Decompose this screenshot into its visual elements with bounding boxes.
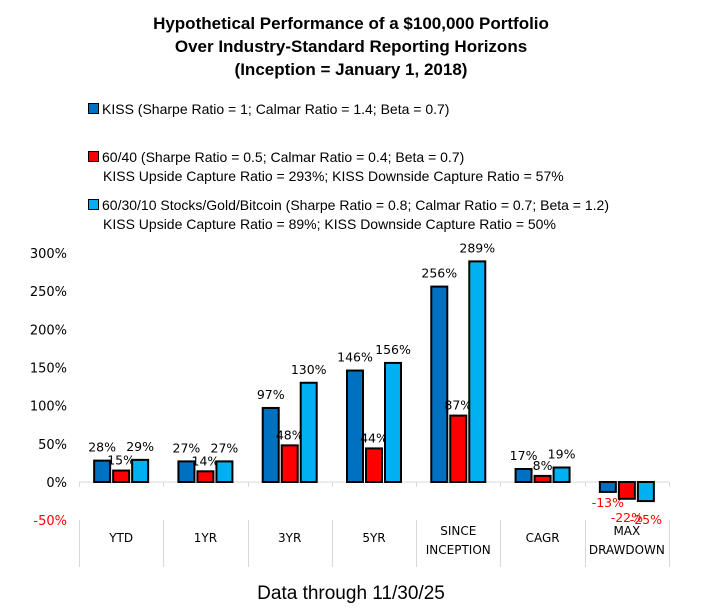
chart-title-line-2: Over Industry-Standard Reporting Horizon… xyxy=(174,37,528,56)
data-label: 146% xyxy=(337,350,373,365)
bar-60-40 xyxy=(365,447,383,483)
bar-60-40 xyxy=(449,414,468,483)
legend-swatch-60-30-10 xyxy=(88,199,99,210)
data-label: 256% xyxy=(421,266,457,281)
bar-60-30-10-stocks-gold-bitcoin xyxy=(299,381,318,483)
data-label: 27% xyxy=(173,440,201,455)
category-label: CAGR xyxy=(526,531,560,545)
bar-kiss xyxy=(346,369,364,484)
category-label: 3YR xyxy=(278,531,301,545)
data-label: 19% xyxy=(548,446,576,461)
legend-item-kiss: KISS (Sharpe Ratio = 1; Calmar Ratio = 1… xyxy=(88,100,449,119)
data-label: 289% xyxy=(459,240,495,255)
bar-60-30-10-stocks-gold-bitcoin xyxy=(468,260,487,483)
category-label: INCEPTION xyxy=(426,543,491,557)
chart-title: Hypothetical Performance of a $100,000 P… xyxy=(0,12,702,81)
data-label: 156% xyxy=(375,342,411,357)
legend-sublabel-60-30-10: KISS Upside Capture Ratio = 89%; KISS Do… xyxy=(103,216,556,232)
bar-kiss xyxy=(93,459,112,484)
y-tick-label: 150% xyxy=(30,362,67,377)
bar-60-40 xyxy=(280,444,299,483)
bar-kiss xyxy=(514,468,533,484)
data-label: 97% xyxy=(257,387,285,402)
data-label: 27% xyxy=(211,440,239,455)
chart-title-line-1: Hypothetical Performance of a $100,000 P… xyxy=(153,14,549,33)
bar-60-40 xyxy=(112,469,131,483)
data-label: -13% xyxy=(592,495,624,510)
bar-60-40 xyxy=(533,474,552,484)
legend-item-60-40: 60/40 (Sharpe Ratio = 0.5; Calmar Ratio … xyxy=(88,148,564,186)
bar-60-40 xyxy=(617,481,636,500)
data-label: 130% xyxy=(291,362,327,377)
legend-sublabel-60-40: KISS Upside Capture Ratio = 293%; KISS D… xyxy=(103,168,564,184)
data-label: 44% xyxy=(360,430,388,445)
data-label: 29% xyxy=(126,439,154,454)
bar-60-40 xyxy=(196,470,215,483)
legend-label-60-30-10: 60/30/10 Stocks/Gold/Bitcoin (Sharpe Rat… xyxy=(102,197,610,213)
bar-kiss xyxy=(430,285,449,483)
data-label: -22% xyxy=(611,510,643,525)
bar-60-30-10-stocks-gold-bitcoin xyxy=(552,466,571,484)
bar-kiss xyxy=(261,406,280,483)
legend-swatch-60-40 xyxy=(88,151,99,162)
footnote: Data through 11/30/25 xyxy=(257,583,445,604)
category-label: SINCE xyxy=(440,524,476,538)
bar-60-30-10-stocks-gold-bitcoin xyxy=(131,458,150,484)
category-label: 5YR xyxy=(362,531,385,545)
category-label: YTD xyxy=(108,531,133,545)
category-label: DRAWDOWN xyxy=(589,543,665,557)
y-tick-label: 200% xyxy=(30,323,67,338)
y-tick-label: 250% xyxy=(30,285,67,300)
bar-kiss xyxy=(598,481,617,493)
legend-label-60-40: 60/40 (Sharpe Ratio = 0.5; Calmar Ratio … xyxy=(102,149,465,165)
y-tick-label: 300% xyxy=(30,247,67,262)
bar-kiss xyxy=(177,460,196,484)
y-tick-label: -50% xyxy=(33,514,67,529)
y-tick-label: 50% xyxy=(38,438,67,453)
data-label: 48% xyxy=(276,427,304,442)
y-tick-label: 0% xyxy=(46,476,67,491)
data-label: 15% xyxy=(107,453,135,468)
data-label: 87% xyxy=(444,398,472,413)
bar-60-30-10-stocks-gold-bitcoin xyxy=(215,460,234,484)
category-label: MAX xyxy=(613,524,640,538)
legend-label-kiss: KISS (Sharpe Ratio = 1; Calmar Ratio = 1… xyxy=(102,101,450,117)
chart-title-line-3: (Inception = January 1, 2018) xyxy=(234,60,468,79)
legend-swatch-kiss xyxy=(88,103,99,114)
data-label: 17% xyxy=(510,448,538,463)
data-label: 14% xyxy=(192,453,220,468)
bar-60-30-10-stocks-gold-bitcoin xyxy=(636,481,655,503)
bar-60-30-10-stocks-gold-bitcoin xyxy=(384,361,402,484)
data-label: -25% xyxy=(630,512,662,527)
y-tick-label: 100% xyxy=(30,400,67,415)
legend-item-60-30-10: 60/30/10 Stocks/Gold/Bitcoin (Sharpe Rat… xyxy=(88,196,609,234)
category-label: 1YR xyxy=(194,531,217,545)
data-label: 28% xyxy=(88,440,116,455)
data-label: 8% xyxy=(533,458,553,473)
